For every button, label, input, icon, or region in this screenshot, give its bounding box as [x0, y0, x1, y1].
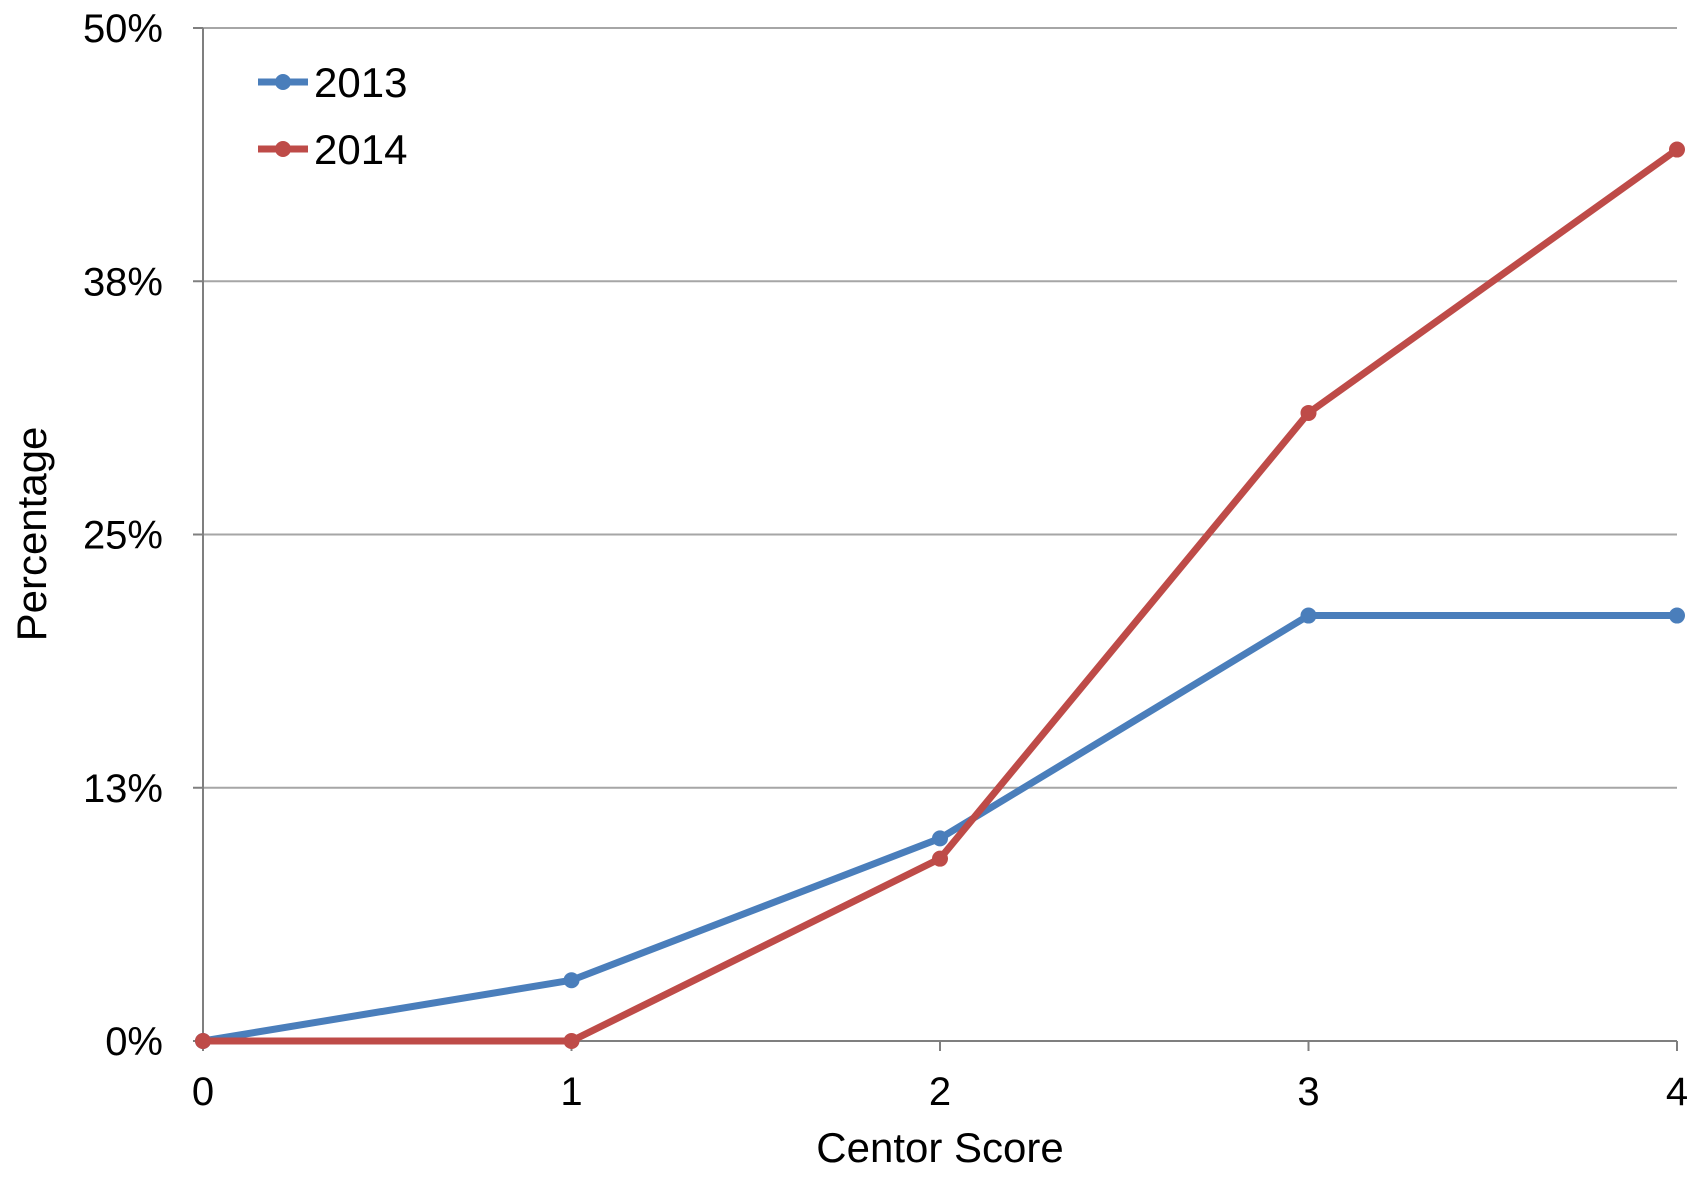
- series-2013: [195, 607, 1685, 1049]
- legend-item-2014: 2014: [258, 126, 407, 173]
- y-tick-label: 13%: [83, 767, 163, 811]
- data-point: [932, 850, 948, 867]
- x-axis-title: Centor Score: [816, 1124, 1063, 1171]
- series-2014: [195, 141, 1685, 1049]
- x-tick-label: 2: [929, 1070, 951, 1114]
- x-tick-label: 1: [560, 1070, 582, 1114]
- data-point: [1669, 141, 1685, 158]
- x-axis-ticks: 0 1 2 3 4: [192, 1041, 1688, 1114]
- y-tick-label: 38%: [83, 260, 163, 304]
- x-tick-label: 0: [192, 1070, 214, 1114]
- series-line: [199, 146, 1681, 1045]
- y-axis-ticks: 0% 13% 25% 38% 50%: [83, 7, 203, 1064]
- legend-label: 2013: [314, 59, 407, 106]
- gridlines: [203, 27, 1677, 789]
- data-point: [563, 1033, 580, 1049]
- legend-label: 2014: [314, 126, 407, 173]
- data-point: [1300, 607, 1317, 624]
- legend-swatch-marker: [275, 141, 291, 157]
- y-tick-label: 50%: [83, 7, 163, 51]
- x-tick-label: 4: [1666, 1070, 1688, 1114]
- y-tick-label: 0%: [105, 1020, 163, 1064]
- data-point: [1300, 404, 1317, 421]
- legend-swatch-marker: [275, 74, 291, 90]
- legend: 2013 2014: [258, 59, 407, 173]
- data-point: [932, 830, 948, 847]
- data-point: [1669, 607, 1685, 624]
- data-point: [563, 972, 580, 989]
- data-point: [195, 1033, 211, 1049]
- legend-item-2013: 2013: [258, 59, 407, 106]
- series-group: [195, 141, 1685, 1049]
- x-tick-label: 3: [1297, 1070, 1319, 1114]
- y-axis-title: Percentage: [8, 427, 55, 642]
- series-line: [199, 612, 1681, 1045]
- y-tick-label: 25%: [83, 514, 163, 558]
